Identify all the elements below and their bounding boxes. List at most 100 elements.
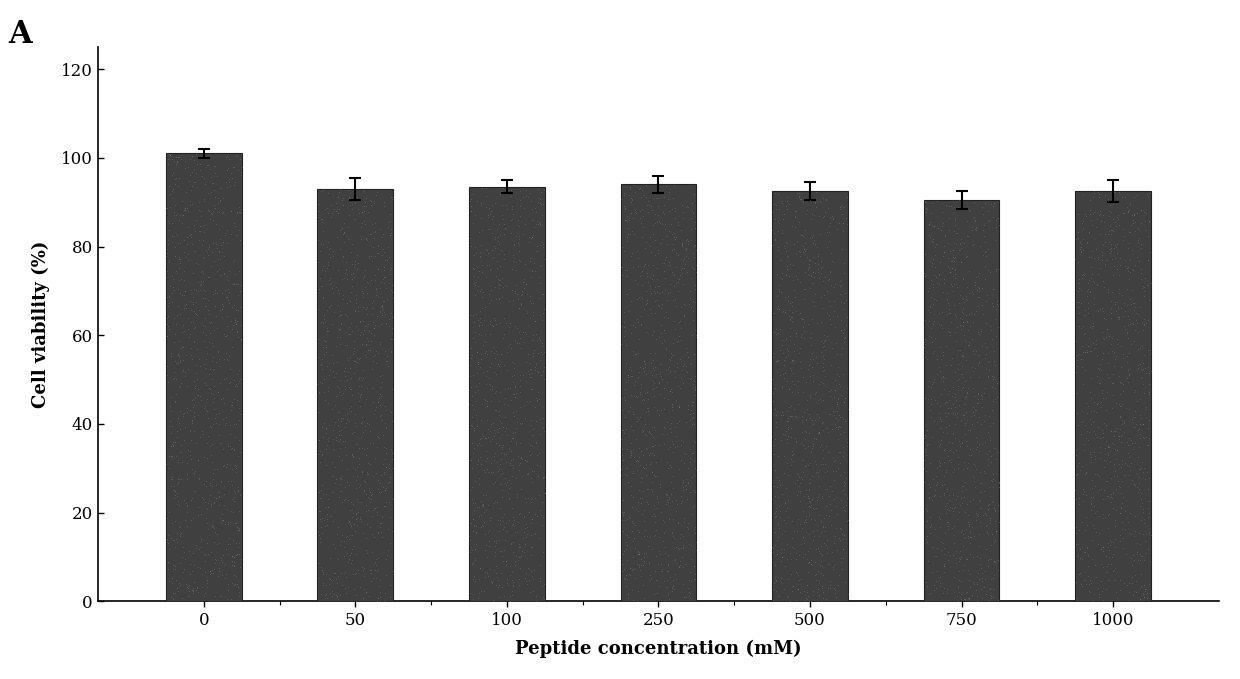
Point (947, 374, 967, 385)
Point (1102, 438, 1122, 449)
Point (963, 346, 983, 356)
Point (1140, 187, 1159, 198)
Point (931, 435, 951, 445)
Point (1095, 511, 1115, 522)
Point (626, 559, 646, 570)
Point (615, 265, 635, 276)
Point (520, 450, 539, 461)
Point (616, 216, 636, 227)
Point (1104, 574, 1123, 585)
Point (477, 432, 497, 443)
Point (1080, 287, 1100, 297)
Point (486, 536, 506, 547)
Point (781, 454, 801, 464)
Text: A: A (7, 19, 32, 50)
Point (335, 535, 355, 546)
Point (353, 273, 373, 284)
Point (770, 506, 790, 517)
Point (944, 490, 963, 500)
Point (931, 224, 951, 235)
Point (159, 291, 179, 301)
Point (366, 350, 386, 361)
Point (785, 478, 805, 489)
Point (1083, 219, 1102, 230)
Point (196, 162, 216, 172)
Point (619, 375, 639, 386)
Point (945, 408, 965, 419)
Point (522, 476, 542, 487)
Point (164, 484, 184, 495)
Point (678, 524, 698, 534)
Point (191, 536, 211, 547)
Point (1104, 426, 1123, 437)
Point (329, 430, 348, 441)
Point (310, 513, 330, 524)
Point (976, 236, 996, 247)
Point (787, 387, 807, 398)
Point (169, 181, 188, 191)
Point (532, 289, 552, 299)
Point (678, 574, 698, 585)
Point (966, 405, 986, 416)
Point (1132, 205, 1152, 216)
Point (825, 391, 844, 402)
Point (1137, 439, 1157, 450)
Point (510, 234, 529, 244)
Point (516, 191, 536, 202)
Point (319, 187, 339, 198)
Point (686, 528, 706, 538)
Point (521, 414, 541, 425)
Point (920, 458, 940, 469)
Point (1080, 205, 1100, 216)
Point (967, 579, 987, 589)
Point (942, 407, 962, 418)
Point (961, 532, 981, 543)
Point (802, 439, 822, 449)
Point (1111, 502, 1131, 513)
Point (494, 467, 513, 478)
Point (784, 285, 804, 295)
Point (187, 389, 207, 400)
Point (531, 369, 551, 380)
Point (215, 285, 234, 295)
Point (355, 444, 374, 455)
Point (337, 310, 357, 321)
Point (187, 455, 207, 466)
Point (374, 466, 394, 477)
Point (162, 237, 182, 248)
Point (634, 303, 653, 314)
Point (972, 390, 992, 401)
Point (353, 427, 373, 438)
Point (1102, 502, 1122, 513)
Point (314, 418, 334, 428)
Point (774, 240, 794, 251)
Point (1125, 304, 1145, 315)
Point (817, 534, 837, 545)
Point (956, 588, 976, 599)
Point (656, 231, 676, 242)
Point (769, 304, 789, 314)
Point (310, 537, 330, 548)
Point (1101, 473, 1121, 483)
Point (1135, 281, 1154, 292)
Point (203, 238, 223, 249)
Point (683, 407, 703, 418)
Point (1102, 287, 1122, 297)
Point (345, 304, 365, 315)
Point (832, 553, 852, 564)
Point (939, 252, 959, 263)
Point (348, 373, 368, 384)
Point (631, 492, 651, 503)
Point (1085, 342, 1105, 353)
Point (646, 381, 666, 392)
Point (195, 567, 215, 578)
Point (501, 185, 521, 196)
Point (837, 492, 857, 503)
Point (645, 471, 665, 481)
Point (684, 375, 704, 386)
Point (1123, 218, 1143, 229)
Point (345, 418, 365, 428)
Point (374, 588, 394, 599)
Point (498, 475, 518, 485)
Point (642, 204, 662, 215)
